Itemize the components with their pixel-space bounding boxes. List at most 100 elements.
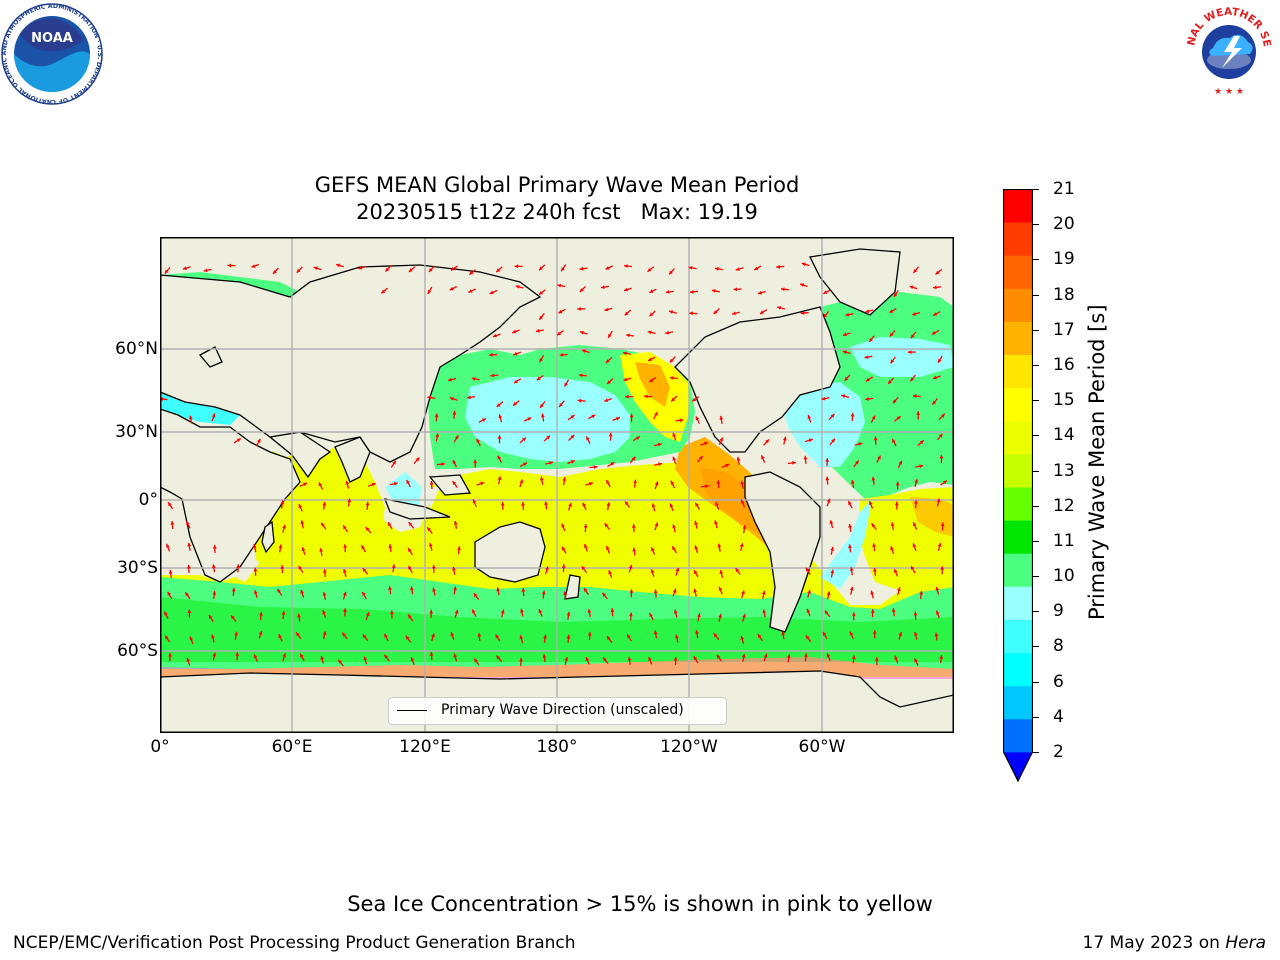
wave-arrow-head	[362, 634, 367, 639]
wave-arrow-head	[187, 542, 192, 547]
wave-arrow-head	[406, 479, 410, 484]
wave-arrow-head	[936, 498, 941, 503]
wave-arrow-head	[234, 631, 238, 636]
wave-arrow-head	[629, 413, 634, 418]
date-prefix: 17 May 2023 on	[1082, 933, 1226, 953]
wave-arrow-head	[865, 377, 870, 382]
wave-arrow-head	[388, 544, 393, 548]
wave-arrow-head	[388, 586, 392, 590]
colorbar-band	[1003, 586, 1033, 620]
colorbar-tick-mark	[1033, 716, 1039, 718]
wave-arrow-head	[607, 636, 611, 641]
wave-arrow-head	[889, 332, 894, 337]
wave-arrow-head	[482, 418, 486, 422]
wave-arrow-head	[449, 286, 454, 291]
colorbar-tick: 18	[1053, 284, 1075, 305]
wave-arrow-head	[933, 375, 937, 380]
wave-arrow-head	[606, 502, 611, 507]
wave-arrow-head	[441, 462, 445, 466]
wave-arrow-head	[236, 438, 241, 442]
wave-arrow-head	[897, 587, 901, 592]
wave-arrow-head	[605, 359, 610, 363]
wave-arrow-head	[736, 456, 741, 461]
wave-arrow-head	[254, 590, 258, 595]
wave-arrow-head	[608, 570, 612, 575]
colorbar-tick: 14	[1053, 425, 1075, 446]
wave-arrow-head	[514, 379, 518, 384]
wave-arrow-head	[938, 433, 943, 438]
wave-arrow-head	[605, 266, 610, 270]
wave-arrow-head	[653, 589, 658, 594]
wave-arrow-head	[365, 612, 370, 617]
wave-arrow-head	[894, 501, 899, 506]
wave-arrow-head	[170, 521, 175, 525]
wave-arrow-head	[625, 394, 629, 399]
wave-arrow-head	[628, 564, 633, 569]
wave-arrow-head	[627, 634, 631, 639]
colorbar-tick-mark	[1033, 540, 1039, 542]
wave-arrow-head	[186, 657, 191, 662]
colorbar-band	[1003, 222, 1033, 256]
colorbar-tick-mark	[1033, 576, 1039, 578]
colorbar-band	[1003, 520, 1033, 554]
wave-arrow-head	[297, 613, 301, 618]
wave-arrow-head	[514, 264, 519, 269]
wave-arrow-head	[849, 631, 854, 636]
map-border	[160, 237, 954, 733]
wave-arrow-head	[577, 398, 582, 403]
wave-arrow-head	[781, 287, 785, 292]
wave-arrow-head	[186, 521, 190, 526]
wave-arrow-head	[825, 458, 830, 462]
wave-arrow-head	[631, 524, 636, 528]
wave-arrow-head	[671, 397, 676, 402]
wave-arrow-head	[826, 653, 831, 658]
wave-arrow-head	[855, 460, 859, 465]
wave-arrow-head	[890, 522, 895, 527]
wave-arrow-head	[277, 588, 281, 593]
wave-arrow-head	[890, 359, 895, 364]
wave-arrow-head	[549, 461, 553, 465]
wave-arrow-head	[278, 544, 283, 549]
wave-arrow-head	[665, 330, 670, 335]
wave-arrow-head	[457, 546, 461, 550]
wave-arrow-head	[919, 464, 923, 469]
wave-arrow-head	[694, 520, 698, 525]
wave-arrow-head	[564, 657, 569, 661]
y-tick-30s: 30°S	[117, 558, 158, 578]
wave-arrow-head	[935, 270, 940, 275]
wave-arrow-head	[381, 289, 386, 294]
wave-arrow-head	[562, 477, 567, 481]
wave-arrow-head	[672, 588, 677, 593]
wave-arrow-head	[168, 570, 173, 574]
wave-arrow-head	[625, 501, 629, 506]
wave-arrow-head	[322, 592, 327, 596]
wave-arrow-head	[895, 481, 900, 486]
wave-arrow-head	[665, 290, 670, 294]
wave-arrow-head	[408, 522, 413, 526]
legend-label: Primary Wave Direction (unscaled)	[441, 702, 684, 718]
wave-arrow-head	[607, 380, 611, 384]
nws-logo: NATIONAL WEATHER SERVICE ★ ★ ★	[1178, 0, 1276, 97]
wave-arrow-head	[606, 480, 610, 484]
colorbar-tick-mark	[1033, 400, 1039, 402]
wave-arrow-head	[698, 455, 703, 460]
wave-arrow-head	[515, 285, 520, 289]
wave-arrow-head	[303, 482, 308, 487]
wave-arrow-head	[873, 568, 877, 572]
wave-arrow-head	[467, 395, 471, 400]
wave-arrow-head	[185, 592, 189, 597]
wave-arrow-head	[842, 332, 847, 337]
wave-arrow-head	[719, 415, 724, 420]
wave-arrow-head	[474, 658, 478, 663]
wave-arrow-head	[695, 502, 699, 507]
wave-arrow-head	[654, 522, 659, 527]
wave-arrow-head	[428, 268, 433, 272]
wave-arrow-head	[616, 417, 620, 421]
colorbar-band	[1003, 487, 1033, 521]
wave-arrow-head	[858, 442, 863, 446]
wave-arrow-head	[342, 569, 347, 573]
map-subtitle: 20230515 t12z 240h fcst Max: 19.19	[356, 200, 758, 224]
colorbar-tick: 10	[1053, 566, 1075, 587]
wave-arrow-head	[579, 288, 584, 293]
wave-arrow-head	[453, 653, 458, 658]
